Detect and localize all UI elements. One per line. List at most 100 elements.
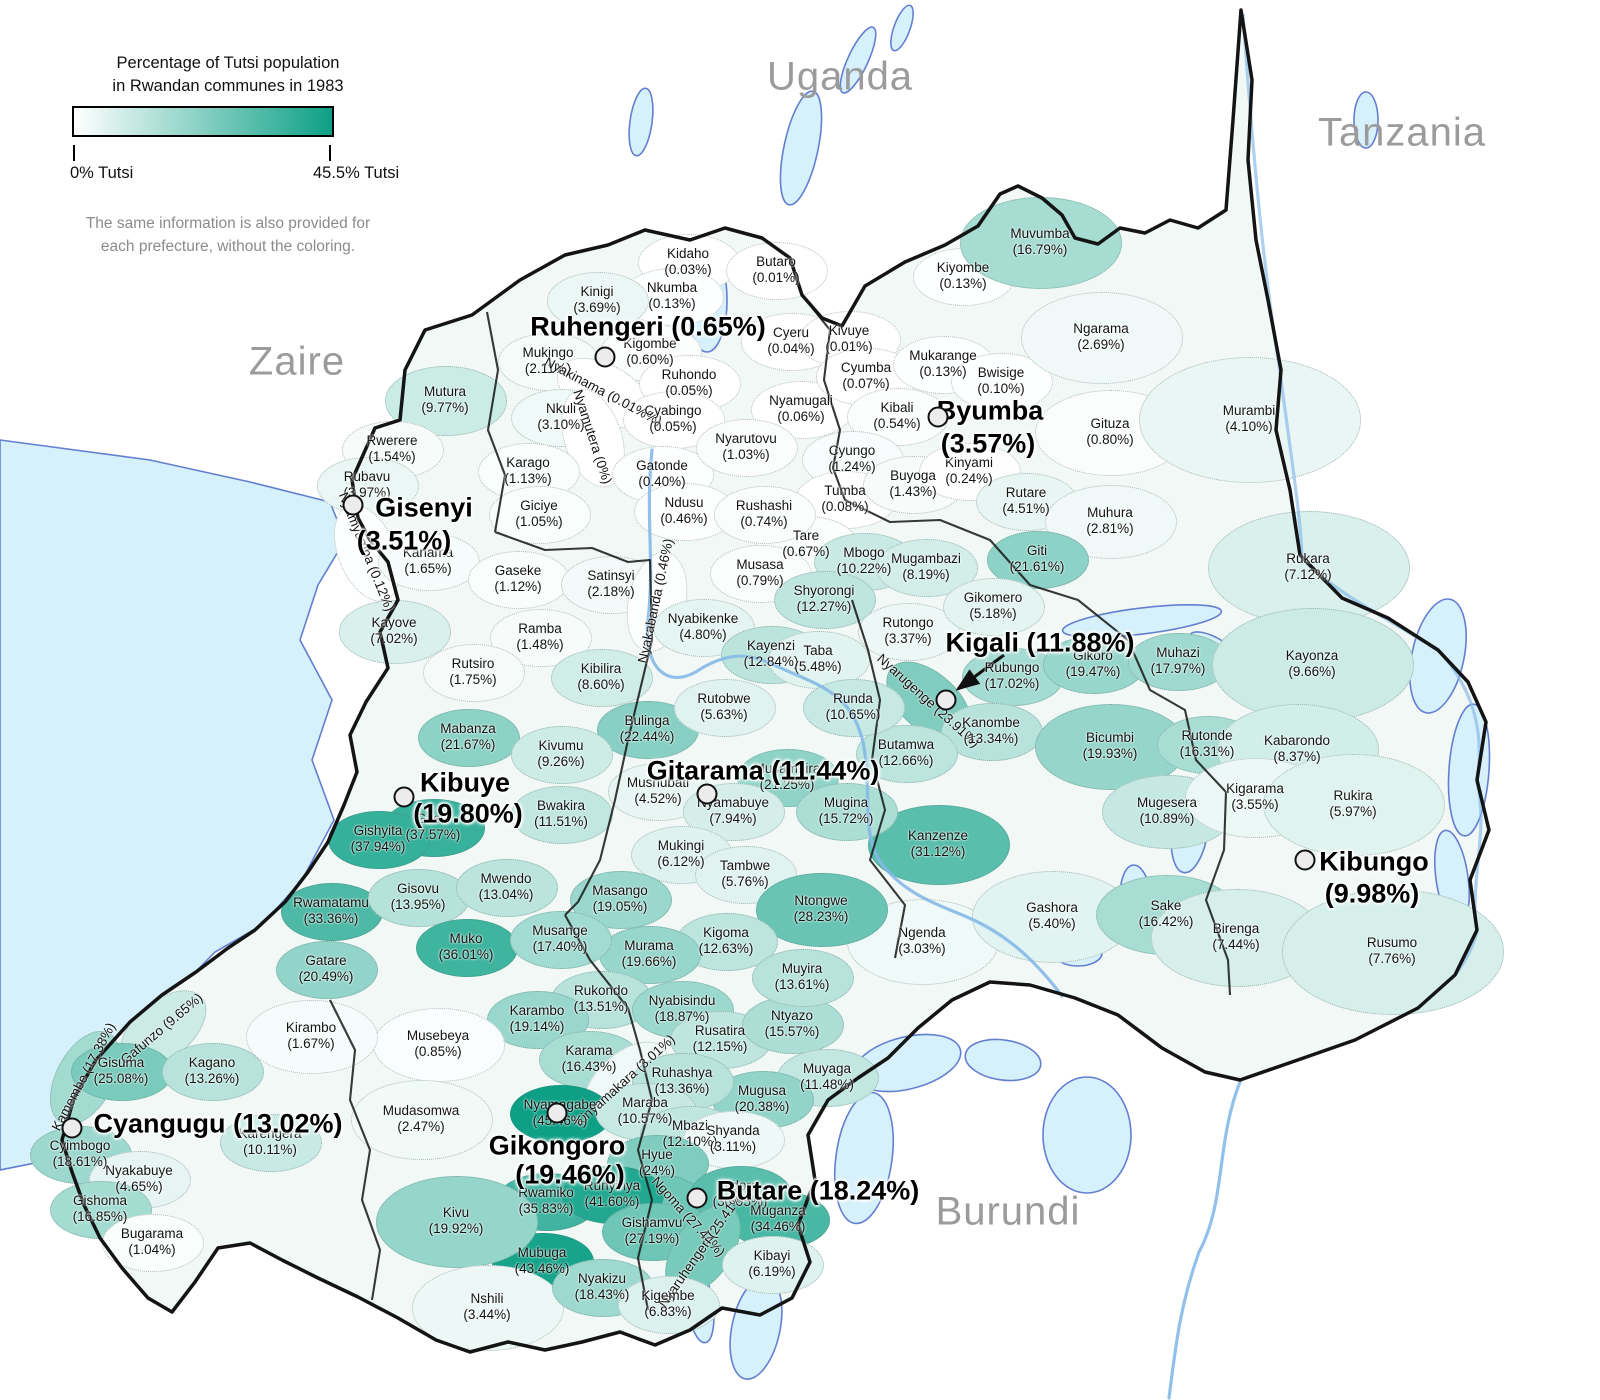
commune-label-nyabikenke: Nyabikenke (4.80%) [667,610,739,642]
commune-label-rutobwe: Rutobwe (5.63%) [697,690,751,722]
prefecture-label-gisenyi-0: Gisenyi [375,492,473,523]
prefecture-label-kibungo-1: (9.98%) [1324,878,1420,909]
commune-label-rutare: Rutare (4.51%) [1002,484,1050,516]
commune-label-nyabisindu: Nyabisindu (18.87%) [648,992,716,1024]
commune-label-gisovu: Gisovu (13.95%) [390,880,446,912]
prefecture-label-kibuye-1: (19.80%) [413,798,523,829]
commune-label-bugarama: Bugarama (1.04%) [120,1225,184,1257]
commune-label-musange: Musange (17.40%) [532,922,588,954]
commune-label-nkumba: Nkumba (0.13%) [646,279,698,311]
commune-label-cyeru: Cyeru (0.04%) [767,324,815,356]
commune-label-kinyami: Kinyami (0.24%) [944,454,994,486]
commune-label-taba: Taba (5.48%) [794,642,842,674]
commune-label-muko: Muko (36.01%) [438,930,494,962]
commune-label-kibali: Kibali (0.54%) [873,399,921,431]
town-marker-8 [546,1102,568,1124]
commune-label-kibayi: Kibayi (6.19%) [748,1247,796,1279]
country-label-uganda: Uganda [766,54,914,99]
commune-label-mabanza: Mabanza (21.67%) [440,720,496,752]
commune-label-tambwe: Tambwe (5.76%) [719,857,771,889]
commune-label-mukingi: Mukingi (6.12%) [657,837,705,869]
prefecture-label-gitarama-0: Gitarama (11.44%) [646,755,880,786]
commune-label-bicumbi: Bicumbi (19.93%) [1082,729,1138,761]
legend-tick-min [73,145,75,161]
commune-label-kayenzi: Kayenzi (12.84%) [743,637,799,669]
commune-label-giti: Giti (21.61%) [1009,542,1065,574]
prefecture-label-ruhengeri-0: Ruhengeri (0.65%) [530,311,766,342]
commune-label-tare: Tare (0.67%) [782,527,830,559]
commune-label-gisuma: Gisuma (25.08%) [93,1054,149,1086]
commune-label-nyamugali: Nyamugali (0.06%) [769,392,833,424]
commune-label-rwamatamu: Rwamatamu (33.36%) [293,894,369,926]
commune-label-mukarange: Mukarange (0.13%) [909,347,977,379]
town-marker-4 [696,783,718,805]
commune-label-kivumu: Kivumu (9.26%) [537,737,585,769]
commune-label-nyakabanda: Nyakabanda (0.46%) [634,537,676,665]
town-marker-5 [393,786,415,808]
commune-label-kigembe: Kigembe (6.83%) [641,1287,695,1319]
commune-label-muyira: Muyira (13.61%) [774,960,830,992]
prefecture-label-kigali-0: Kigali (11.88%) [945,627,1135,658]
commune-label-gatonde: Gatonde (0.40%) [636,457,688,489]
country-label-tanzania: Tanzania [1317,110,1487,155]
commune-label-ndusu: Ndusu (0.46%) [660,494,708,526]
commune-label-bwisige: Bwisige (0.10%) [977,364,1025,396]
prefecture-label-kibungo-0: Kibungo [1319,846,1429,877]
commune-label-rukira: Rukira (5.97%) [1329,787,1377,819]
commune-label-kagano: Kagano (13.26%) [184,1054,240,1086]
town-marker-1 [342,494,364,516]
commune-label-gituza: Gituza (0.80%) [1086,415,1134,447]
legend-title: Percentage of Tutsi population in Rwanda… [112,54,344,96]
commune-label-rukara: Rukara (7.12%) [1284,550,1332,582]
town-marker-3 [935,689,957,711]
commune-label-rubungo: Rubungo (17.02%) [984,659,1040,691]
commune-label-gishamvu: Gishamvu (27.19%) [621,1214,683,1246]
commune-label-gatare: Gatare (20.49%) [298,952,354,984]
commune-label-gishoma: Gishoma (16.85%) [72,1192,128,1224]
commune-label-ruhondo: Ruhondo (0.05%) [661,366,717,398]
commune-label-kivu: Kivu (19.92%) [428,1204,484,1236]
commune-label-cyungo: Cyungo (1.24%) [828,442,876,474]
commune-label-kidaho: Kidaho (0.03%) [664,245,712,277]
legend: Percentage of Tutsi population in Rwanda… [58,52,399,255]
commune-label-rutongo: Rutongo (3.37%) [882,614,934,646]
commune-label-muhura: Muhura (2.81%) [1086,504,1134,536]
commune-label-muganza: Muganza (34.46%) [750,1202,806,1234]
commune-label-gaseke: Gaseke (1.12%) [494,562,542,594]
commune-label-kigoma: Kigoma (12.63%) [698,924,754,956]
commune-label-musasa: Musasa (0.79%) [736,556,784,588]
prefecture-label-gikongoro-1: (19.46%) [515,1159,625,1190]
commune-label-kanombe: Kanombe (13.34%) [962,714,1020,746]
legend-gradient-bar [72,106,334,138]
commune-label-kiyombe: Kiyombe (0.13%) [936,259,990,291]
commune-label-ramba: Ramba (1.48%) [516,620,564,652]
commune-label-murama: Murama (19.66%) [621,937,677,969]
commune-label-rusatira: Rusatira (12.15%) [692,1022,748,1054]
commune-label-butamwa: Butamwa (12.66%) [877,736,935,768]
commune-label-gashora: Gashora (5.40%) [1026,899,1078,931]
commune-label-mbogo: Mbogo (10.22%) [836,544,892,576]
commune-label-muhazi: Muhazi (17.97%) [1150,644,1206,676]
country-label-burundi: Burundi [935,1189,1081,1234]
commune-label-nyarutovu: Nyarutovu (1.03%) [715,430,777,462]
commune-label-kigarama: Kigarama (3.55%) [1226,780,1284,812]
town-marker-7 [61,1117,83,1139]
commune-label-satinsyi: Satinsyi (2.18%) [587,567,635,599]
commune-label-sake: Sake (16.42%) [1138,897,1194,929]
commune-label-shyorongi: Shyorongi (12.27%) [793,582,855,614]
commune-label-hyue: Hyue (24%) [638,1146,676,1178]
prefecture-label-butare-0: Butare (18.24%) [716,1175,920,1206]
commune-label-bwakira: Bwakira (11.51%) [534,797,588,829]
commune-label-gishyita: Gishyita (37.94%) [350,822,406,854]
commune-label-rukondo: Rukondo (13.51%) [573,982,629,1014]
commune-label-nyakizu: Nyakizu (18.43%) [574,1270,630,1302]
commune-label-mugina: Mugina (15.72%) [818,794,874,826]
prefecture-label-gisenyi-1: (3.51%) [356,525,452,556]
commune-label-bulinga: Bulinga (22.44%) [619,712,675,744]
commune-label-rushashi: Rushashi (0.74%) [735,497,793,529]
legend-tick-max [329,145,331,161]
town-marker-6 [1294,849,1316,871]
country-label-zaire: Zaire [248,339,346,384]
